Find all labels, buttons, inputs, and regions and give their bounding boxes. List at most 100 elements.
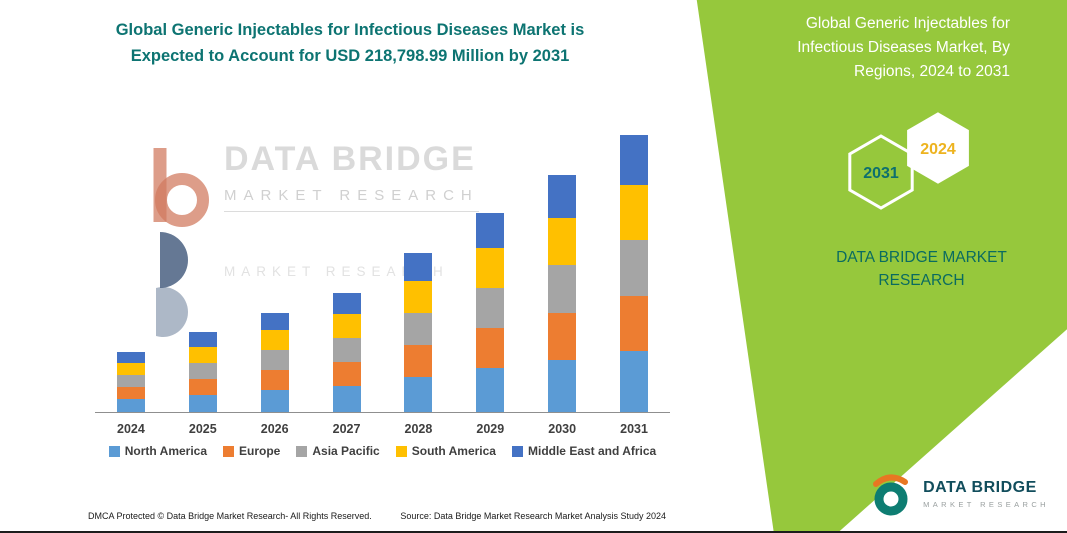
legend-label: Asia Pacific <box>312 444 380 458</box>
bar-stack-2025 <box>188 332 217 412</box>
bar-segment-south-america <box>476 248 505 289</box>
report-title: Global Generic Injectables for Infectiou… <box>797 15 1010 81</box>
bar-segment-south-america <box>548 218 577 266</box>
x-axis-labels: 2024 2025 2026 2027 2028 2029 2030 2031 <box>95 413 670 436</box>
legend-swatch <box>296 445 308 457</box>
bar-segment-middle-east-and-africa <box>404 252 433 282</box>
bar-2026 <box>239 312 311 412</box>
bar-segment-middle-east-and-africa <box>188 332 217 347</box>
logo-wordmark: DATA BRIDGE MARKET RESEARCH <box>923 479 1049 509</box>
bar-segment-north-america <box>476 368 505 412</box>
bar-segment-middle-east-and-africa <box>332 292 361 315</box>
logo-tagline: MARKET RESEARCH <box>923 500 1049 509</box>
x-axis-label-2028: 2028 <box>404 422 433 436</box>
legend-swatch <box>223 445 235 457</box>
bar-segment-asia-pacific <box>476 288 505 329</box>
bar-stack-2030 <box>548 175 577 412</box>
bar-segment-north-america <box>260 390 289 412</box>
legend-swatch <box>511 445 523 457</box>
bar-2028 <box>383 252 455 412</box>
databridge-logo: DATA BRIDGE MARKET RESEARCH <box>868 471 1049 517</box>
legend-item-europe: Europe <box>223 444 280 458</box>
bar-segment-south-america <box>188 346 217 363</box>
legend-label: South America <box>411 444 496 458</box>
bar-segment-south-america <box>620 184 649 241</box>
dmca-notice: DMCA Protected © Data Bridge Market Rese… <box>88 511 372 521</box>
x-axis-label-2024: 2024 <box>117 422 145 436</box>
databridge-watermark-logo-icon <box>153 148 209 337</box>
bar-2027 <box>311 292 383 412</box>
bar-segment-europe <box>116 386 145 399</box>
bar-segment-south-america <box>260 330 289 351</box>
legend-swatch <box>108 445 120 457</box>
x-axis-label-2026: 2026 <box>260 422 289 436</box>
legend-item-asia-pacific: Asia Pacific <box>296 444 380 458</box>
bar-segment-south-america <box>404 281 433 314</box>
bar-segment-europe <box>548 312 577 360</box>
databridge-logo-icon <box>873 474 909 516</box>
x-axis-label-2025: 2025 <box>188 422 217 436</box>
bar-stack-2026 <box>260 312 289 412</box>
x-axis-label-2031: 2031 <box>620 422 648 436</box>
bar-segment-europe <box>260 370 289 391</box>
bar-2024 <box>95 352 167 412</box>
brand-text-line1: DATA BRIDGE MARKET <box>836 249 1007 266</box>
bar-stack-2028 <box>404 252 433 412</box>
chart-legend: North America Europe Asia Pacific South Ame… <box>95 444 670 458</box>
bar-stack-2024 <box>116 352 145 412</box>
legend-item-middle-east-and-africa: Middle East and Africa <box>511 444 657 458</box>
watermark-subtitle-faint: MARKET RESEARCH <box>224 264 449 279</box>
stacked-bar-chart: 2024 2025 2026 2027 2028 2029 2030 2031 North A… <box>95 132 670 458</box>
chart-plot-area <box>95 132 670 413</box>
bar-segment-europe <box>620 295 649 352</box>
hexagon-2031-label: 2031 <box>863 165 899 182</box>
watermark: DATA BRIDGE MARKET RESEARCH MARKET RESEA… <box>138 140 479 340</box>
bar-stack-2027 <box>332 292 361 412</box>
x-axis-label-2029: 2029 <box>476 422 505 436</box>
bar-segment-asia-pacific <box>188 362 217 379</box>
x-axis-label-2027: 2027 <box>332 422 361 436</box>
bar-segment-asia-pacific <box>548 265 577 313</box>
watermark-text: DATA BRIDGE MARKET RESEARCH MARKET RESEA… <box>224 140 479 340</box>
watermark-subtitle: MARKET RESEARCH <box>224 187 479 212</box>
legend-label: North America <box>124 444 208 458</box>
bar-segment-south-america <box>332 314 361 338</box>
bar-segment-asia-pacific <box>620 240 649 296</box>
bar-segment-middle-east-and-africa <box>548 175 577 219</box>
bar-segment-europe <box>332 361 361 386</box>
bar-stack-2031 <box>620 135 649 412</box>
brand-text-line2: RESEARCH <box>878 272 965 290</box>
source-note: Source: Data Bridge Market Research Mark… <box>400 511 666 521</box>
bar-segment-europe <box>188 378 217 395</box>
bar-2031 <box>598 135 670 412</box>
bar-segment-asia-pacific <box>404 313 433 346</box>
legend-swatch <box>395 445 407 457</box>
hexagon-2024 <box>907 112 969 184</box>
watermark-title: DATA BRIDGE <box>224 140 476 178</box>
bar-segment-middle-east-and-africa <box>116 352 145 363</box>
bar-segment-europe <box>476 328 505 369</box>
bar-segment-north-america <box>188 394 217 412</box>
bar-segment-middle-east-and-africa <box>620 135 649 185</box>
bar-segment-asia-pacific <box>332 337 361 362</box>
logo-name: DATA BRIDGE <box>923 479 1037 496</box>
bar-segment-asia-pacific <box>260 350 289 371</box>
chart-headline: Global Generic Injectables for Infectiou… <box>115 21 585 65</box>
bar-segment-asia-pacific <box>116 374 145 387</box>
brand-text: DATA BRIDGE MARKET RESEARCH <box>804 246 1039 293</box>
bar-segment-north-america <box>404 376 433 412</box>
year-hexagons: 2031 2024 <box>848 112 969 210</box>
bar-2025 <box>167 332 239 412</box>
bar-segment-north-america <box>620 351 649 412</box>
hexagon-2024-label: 2024 <box>920 141 956 158</box>
legend-item-north-america: North America <box>108 444 208 458</box>
bar-segment-north-america <box>116 398 145 412</box>
legend-item-south-america: South America <box>395 444 496 458</box>
bar-2029 <box>454 212 526 412</box>
footer: DMCA Protected © Data Bridge Market Rese… <box>88 511 666 521</box>
legend-label: Middle East and Africa <box>527 444 657 458</box>
bar-segment-south-america <box>116 362 145 375</box>
bar-segment-north-america <box>332 385 361 412</box>
legend-label: Europe <box>239 444 281 458</box>
